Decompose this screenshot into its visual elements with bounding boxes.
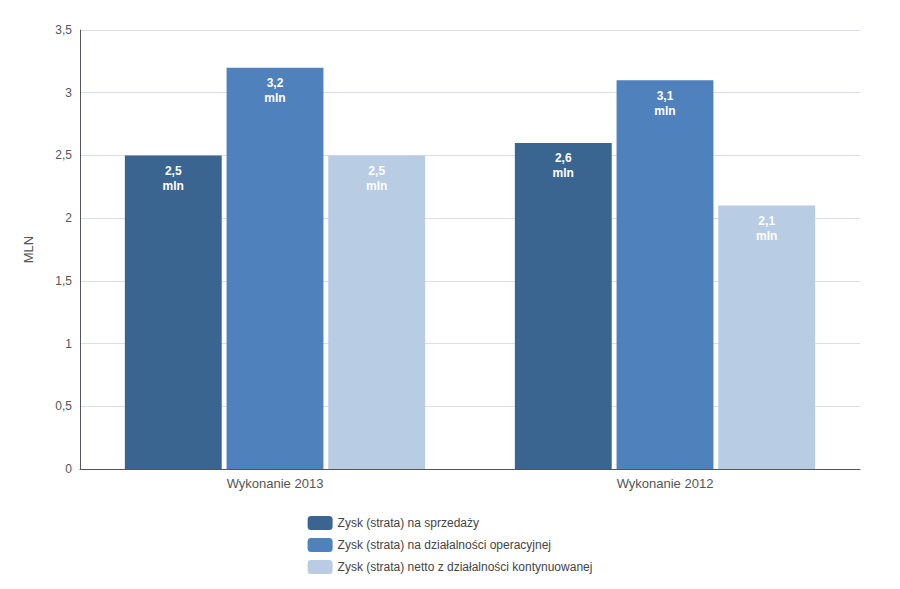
svg-text:0: 0 [65,462,72,476]
svg-text:1,5: 1,5 [55,274,72,288]
svg-text:2,1: 2,1 [758,214,775,228]
svg-text:2: 2 [65,211,72,225]
svg-text:2,5: 2,5 [368,164,385,178]
svg-text:mln: mln [553,166,574,180]
svg-text:2,6: 2,6 [555,151,572,165]
svg-text:2,5: 2,5 [165,164,182,178]
svg-text:Wykonanie 2013: Wykonanie 2013 [227,476,324,491]
svg-text:Zysk (strata) na sprzedaży: Zysk (strata) na sprzedaży [338,516,479,530]
svg-text:1: 1 [65,337,72,351]
svg-text:3,5: 3,5 [55,23,72,37]
svg-text:3,1: 3,1 [657,89,674,103]
svg-text:Zysk (strata) netto z działaln: Zysk (strata) netto z działalności konty… [338,560,593,574]
svg-text:mln: mln [756,229,777,243]
svg-text:Wykonanie 2012: Wykonanie 2012 [617,476,714,491]
svg-text:mln: mln [264,91,285,105]
svg-text:mln: mln [163,179,184,193]
svg-text:3,2: 3,2 [267,76,284,90]
svg-text:mln: mln [366,179,387,193]
svg-text:2,5: 2,5 [55,148,72,162]
svg-text:0,5: 0,5 [55,399,72,413]
svg-text:MLN: MLN [21,236,36,263]
svg-text:mln: mln [654,104,675,118]
svg-text:Zysk (strata) na działalności: Zysk (strata) na działalności operacyjne… [338,538,551,552]
svg-text:3: 3 [65,86,72,100]
